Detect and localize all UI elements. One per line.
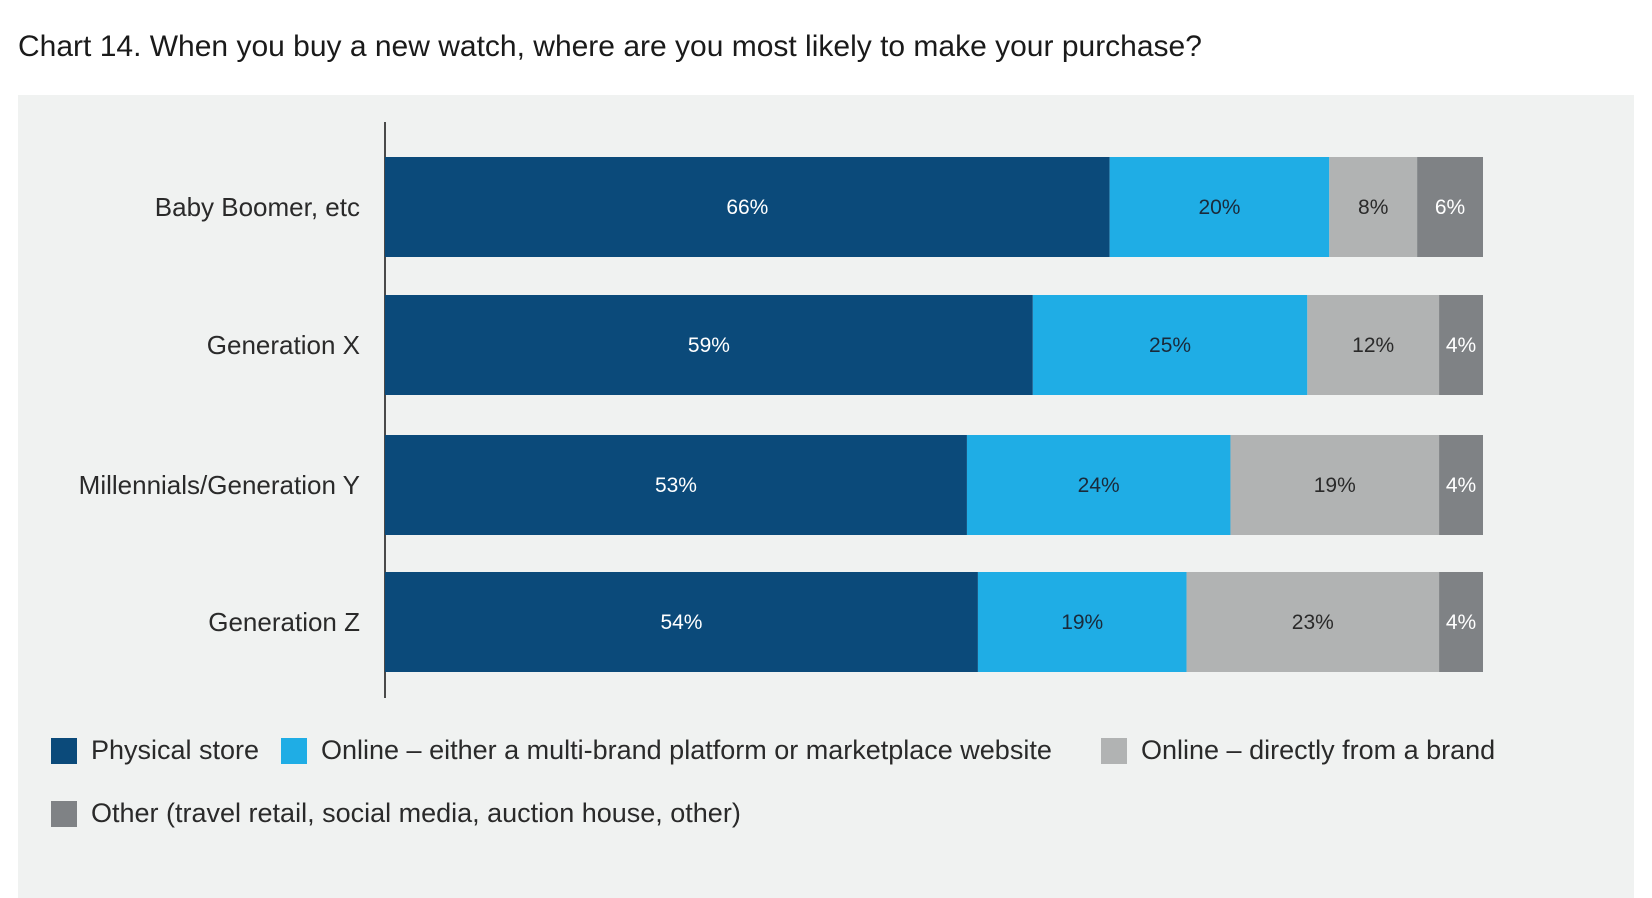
category-label: Millennials/Generation Y bbox=[79, 470, 360, 500]
legend-swatch-online-brand bbox=[1101, 737, 1127, 764]
stacked-bar-chart: Baby Boomer, etc 66% 20% 8% 6% Generation X 59… bbox=[79, 122, 1483, 698]
bar-segment bbox=[385, 435, 967, 535]
category-label: Generation X bbox=[207, 330, 360, 360]
data-label: 54% bbox=[660, 611, 702, 634]
data-label: 23% bbox=[1292, 611, 1334, 634]
bar-segment bbox=[1439, 572, 1483, 672]
data-label: 4% bbox=[1446, 334, 1476, 357]
legend-item-online-brand: Online – directly from a brand bbox=[1101, 735, 1495, 766]
data-label: 19% bbox=[1314, 474, 1356, 497]
bar-segment bbox=[1439, 435, 1483, 535]
chart-title: Chart 14. When you buy a new watch, wher… bbox=[18, 30, 1202, 63]
legend-item-physical-store: Physical store bbox=[51, 735, 259, 766]
bar-segment bbox=[1109, 157, 1330, 257]
category-label: Generation Z bbox=[208, 607, 360, 637]
data-label: 19% bbox=[1061, 611, 1103, 634]
data-label: 25% bbox=[1149, 334, 1191, 357]
legend-label: Other (travel retail, social media, auct… bbox=[91, 798, 741, 828]
bar-segment bbox=[1329, 157, 1418, 257]
legend-label: Physical store bbox=[91, 735, 260, 765]
data-label: 24% bbox=[1078, 474, 1120, 497]
data-label: 59% bbox=[688, 334, 730, 357]
bar-segment bbox=[385, 295, 1033, 395]
bar-segment bbox=[1417, 157, 1483, 257]
category-label: Baby Boomer, etc bbox=[155, 192, 360, 222]
legend-label: Online – directly from a brand bbox=[1141, 735, 1496, 765]
chart-panel: Baby Boomer, etc 66% 20% 8% 6% Generation X 59… bbox=[18, 95, 1634, 898]
bar-segment bbox=[1439, 295, 1483, 395]
bar-segment bbox=[385, 572, 978, 672]
legend-label: Online – either a multi-brand platform o… bbox=[321, 735, 1052, 765]
bar-segment bbox=[1230, 435, 1440, 535]
bar-segment bbox=[385, 157, 1110, 257]
data-label: 53% bbox=[655, 474, 697, 497]
bar-segment bbox=[1032, 295, 1308, 395]
legend-item-other: Other (travel retail, social media, auct… bbox=[51, 798, 741, 829]
bar-segment bbox=[1186, 572, 1440, 672]
data-label: 6% bbox=[1435, 196, 1465, 219]
bar-segment bbox=[1307, 295, 1440, 395]
data-label: 20% bbox=[1198, 196, 1240, 219]
data-label: 4% bbox=[1446, 474, 1476, 497]
data-label: 4% bbox=[1446, 611, 1476, 634]
data-label: 66% bbox=[726, 196, 768, 219]
legend-swatch-physical-store bbox=[51, 737, 77, 764]
legend-item-online-multibrand: Online – either a multi-brand platform o… bbox=[281, 735, 1052, 766]
legend-swatch-other bbox=[51, 800, 77, 827]
bar-segment bbox=[966, 435, 1231, 535]
data-label: 8% bbox=[1358, 196, 1388, 219]
legend-swatch-online-multibrand bbox=[281, 737, 307, 764]
data-label: 12% bbox=[1352, 334, 1394, 357]
bar-segment bbox=[977, 572, 1187, 672]
